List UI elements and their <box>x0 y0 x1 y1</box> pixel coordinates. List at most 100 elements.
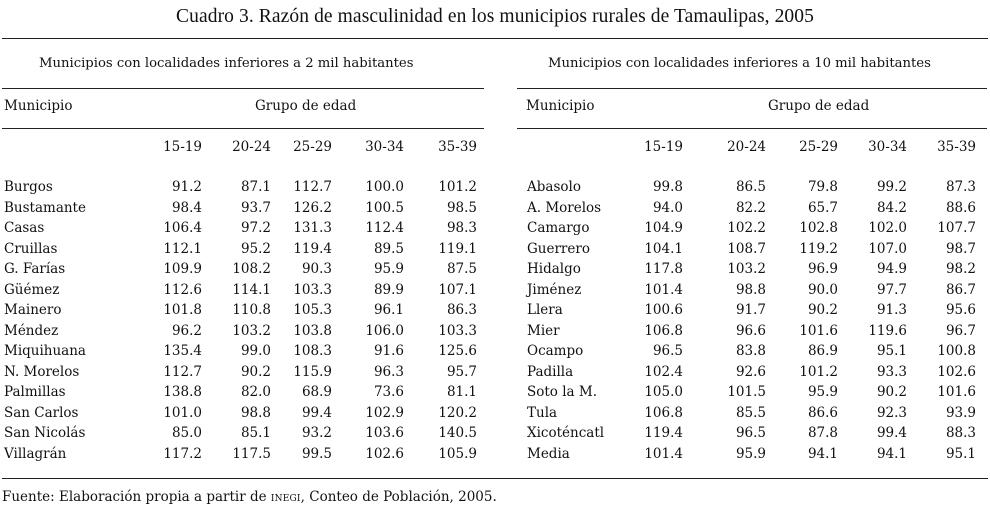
value-cell: 103.3 <box>438 322 477 339</box>
municipio-name: Casas <box>4 220 45 236</box>
value-cell: 85.1 <box>240 425 271 441</box>
value-cell: 86.5 <box>735 179 766 195</box>
municipio-name: Burgos <box>4 179 53 195</box>
value-cell: 102.9 <box>365 404 404 421</box>
value-cell: 103.8 <box>293 322 332 339</box>
right-col-header: 30-34 <box>868 139 907 155</box>
value-cell: 114.1 <box>232 281 271 298</box>
left-col-header: 35-39 <box>438 139 477 155</box>
value-cell: 86.3 <box>446 302 477 318</box>
left-panel-rule <box>2 88 484 89</box>
value-cell: 101.4 <box>644 445 683 462</box>
municipio-name: Abasolo <box>527 179 581 195</box>
value-cell: 91.3 <box>876 302 907 318</box>
left-subheader-rule <box>2 128 484 129</box>
value-cell: 89.5 <box>373 240 404 257</box>
source-org: inegi <box>270 489 301 505</box>
table-row: Cruillas 112.1 95.2 119.4 89.5 119.1 <box>2 241 484 262</box>
municipio-name: Llera <box>527 302 563 318</box>
source-prefix: Fuente: Elaboración propia a partir de <box>2 489 271 505</box>
value-cell: 94.0 <box>652 199 683 216</box>
value-cell: 94.1 <box>876 445 907 462</box>
value-cell: 99.8 <box>652 179 683 195</box>
value-cell: 108.2 <box>232 261 271 277</box>
value-cell: 105.0 <box>644 384 683 400</box>
value-cell: 96.9 <box>807 261 838 277</box>
table-row: Méndez 96.2 103.2 103.8 106.0 103.3 <box>2 323 484 344</box>
value-cell: 90.2 <box>807 302 838 318</box>
value-cell: 91.6 <box>373 343 404 359</box>
value-cell: 106.0 <box>365 322 404 339</box>
value-cell: 107.1 <box>438 281 477 298</box>
left-col-header: 20-24 <box>232 139 271 155</box>
table-row: Media 101.4 95.9 94.1 94.1 95.1 <box>517 446 987 467</box>
left-municipio-header: Municipio <box>4 98 73 114</box>
municipio-name: Ocampo <box>527 343 584 359</box>
table-row: Ocampo 96.5 83.8 86.9 95.1 100.8 <box>517 343 987 364</box>
table-row: Guerrero 104.1 108.7 119.2 107.0 98.7 <box>517 241 987 262</box>
municipio-name: Güémez <box>4 281 60 298</box>
table-row: Soto la M. 105.0 101.5 95.9 90.2 101.6 <box>517 384 987 405</box>
value-cell: 106.8 <box>644 404 683 421</box>
table-row: Palmillas 138.8 82.0 68.9 73.6 81.1 <box>2 384 484 405</box>
value-cell: 82.2 <box>735 199 766 216</box>
table-row: Jiménez 101.4 98.8 90.0 97.7 86.7 <box>517 282 987 303</box>
municipio-name: San Nicolás <box>4 425 86 441</box>
table-title: Cuadro 3. Razón de masculinidad en los m… <box>176 6 814 27</box>
value-cell: 101.8 <box>163 302 202 318</box>
municipio-name: Media <box>527 445 570 462</box>
value-cell: 92.6 <box>735 363 766 380</box>
left-col-header: 25-29 <box>293 139 332 155</box>
municipio-name: San Carlos <box>4 404 79 421</box>
value-cell: 110.8 <box>232 302 271 318</box>
value-cell: 82.0 <box>240 384 271 400</box>
table-row: Burgos 91.2 87.1 112.7 100.0 101.2 <box>2 179 484 200</box>
value-cell: 98.2 <box>945 261 976 277</box>
value-cell: 88.6 <box>945 199 976 216</box>
value-cell: 95.2 <box>240 240 271 257</box>
value-cell: 96.2 <box>171 322 202 339</box>
value-cell: 90.2 <box>240 363 271 380</box>
value-cell: 108.7 <box>727 240 766 257</box>
top-rule <box>2 38 988 39</box>
value-cell: 117.5 <box>232 445 271 462</box>
right-municipio-header: Municipio <box>526 98 595 114</box>
value-cell: 88.3 <box>945 425 976 441</box>
value-cell: 95.9 <box>373 261 404 277</box>
value-cell: 86.6 <box>807 404 838 421</box>
value-cell: 105.3 <box>293 302 332 318</box>
table-row: Bustamante 98.4 93.7 126.2 100.5 98.5 <box>2 200 484 221</box>
value-cell: 99.4 <box>876 425 907 441</box>
municipio-name: Cruillas <box>4 240 58 257</box>
table-row: Tula 106.8 85.5 86.6 92.3 93.9 <box>517 405 987 426</box>
municipio-name: Mier <box>527 322 560 339</box>
value-cell: 140.5 <box>438 425 477 441</box>
municipio-name: Jiménez <box>527 281 582 298</box>
right-col-header: 15-19 <box>644 139 683 155</box>
value-cell: 68.9 <box>301 384 332 400</box>
source-suffix: , Conteo de Población, 2005. <box>300 489 497 505</box>
value-cell: 112.7 <box>163 363 202 380</box>
value-cell: 119.4 <box>293 240 332 257</box>
value-cell: 87.8 <box>807 425 838 441</box>
table-row: Llera 100.6 91.7 90.2 91.3 95.6 <box>517 302 987 323</box>
value-cell: 105.9 <box>438 445 477 462</box>
value-cell: 85.0 <box>171 425 202 441</box>
value-cell: 107.7 <box>937 220 976 236</box>
value-cell: 87.5 <box>446 261 477 277</box>
municipio-name: Guerrero <box>527 240 590 257</box>
value-cell: 101.6 <box>799 322 838 339</box>
value-cell: 101.2 <box>799 363 838 380</box>
value-cell: 119.4 <box>644 425 683 441</box>
municipio-name: Miquihuana <box>4 343 86 359</box>
value-cell: 97.2 <box>240 220 271 236</box>
value-cell: 86.9 <box>807 343 838 359</box>
value-cell: 93.7 <box>240 199 271 216</box>
value-cell: 102.0 <box>868 220 907 236</box>
municipio-name: Tula <box>527 404 558 421</box>
municipio-name: Soto la M. <box>527 384 597 400</box>
value-cell: 101.2 <box>438 179 477 195</box>
value-cell: 103.3 <box>293 281 332 298</box>
value-cell: 89.9 <box>373 281 404 298</box>
table-row: Güémez 112.6 114.1 103.3 89.9 107.1 <box>2 282 484 303</box>
